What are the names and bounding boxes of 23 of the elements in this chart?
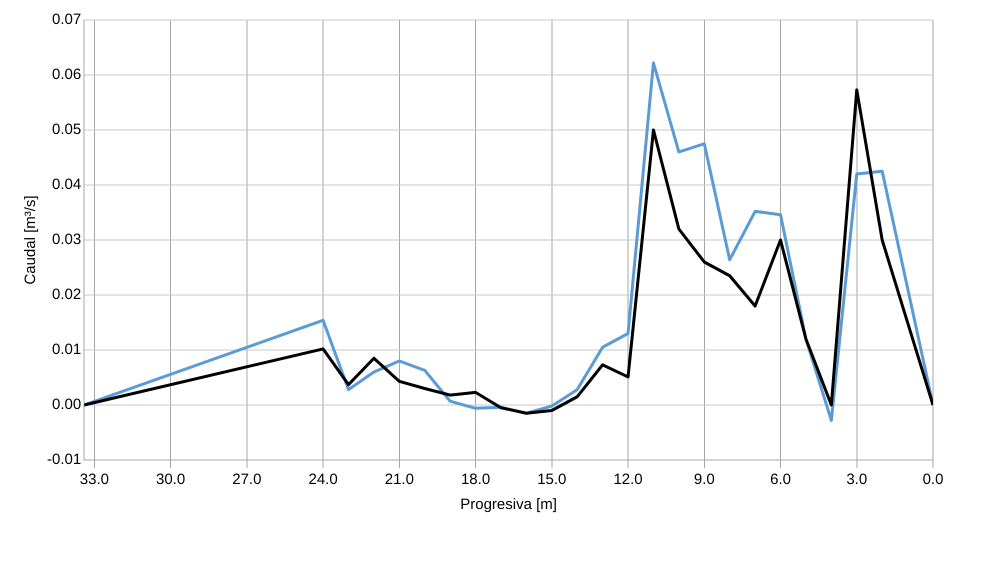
y-tick-label: 0.00 <box>52 396 82 414</box>
y-axis-title: Caudal [m³/s] <box>22 195 40 285</box>
x-tick-label: 21.0 <box>384 471 414 488</box>
x-tick-label: 27.0 <box>232 471 262 488</box>
x-tick-label: 33.0 <box>80 471 109 488</box>
y-tick-label: 0.06 <box>52 66 82 84</box>
y-tick-label: 0.02 <box>52 286 82 304</box>
x-tick-label: 12.0 <box>613 471 643 488</box>
x-tick-label: 18.0 <box>460 471 490 488</box>
y-tick-label: 0.03 <box>52 231 82 248</box>
x-tick-label: 15.0 <box>537 471 566 488</box>
y-tick-label: 0.04 <box>52 176 82 194</box>
y-tick-label: 0.05 <box>52 121 82 138</box>
y-tick-label: 0.01 <box>52 341 82 358</box>
x-tick-label: 24.0 <box>308 471 338 488</box>
x-tick-label: 0.0 <box>922 471 944 488</box>
x-axis-title: Progresiva [m] <box>460 496 557 514</box>
x-tick-label: 30.0 <box>156 471 186 488</box>
x-tick-label: 9.0 <box>694 471 715 488</box>
x-tick-label: 6.0 <box>770 471 791 488</box>
y-tick-label: -0.01 <box>46 451 82 468</box>
x-tick-label: 3.0 <box>846 471 868 488</box>
y-tick-label: 0.07 <box>52 11 82 28</box>
